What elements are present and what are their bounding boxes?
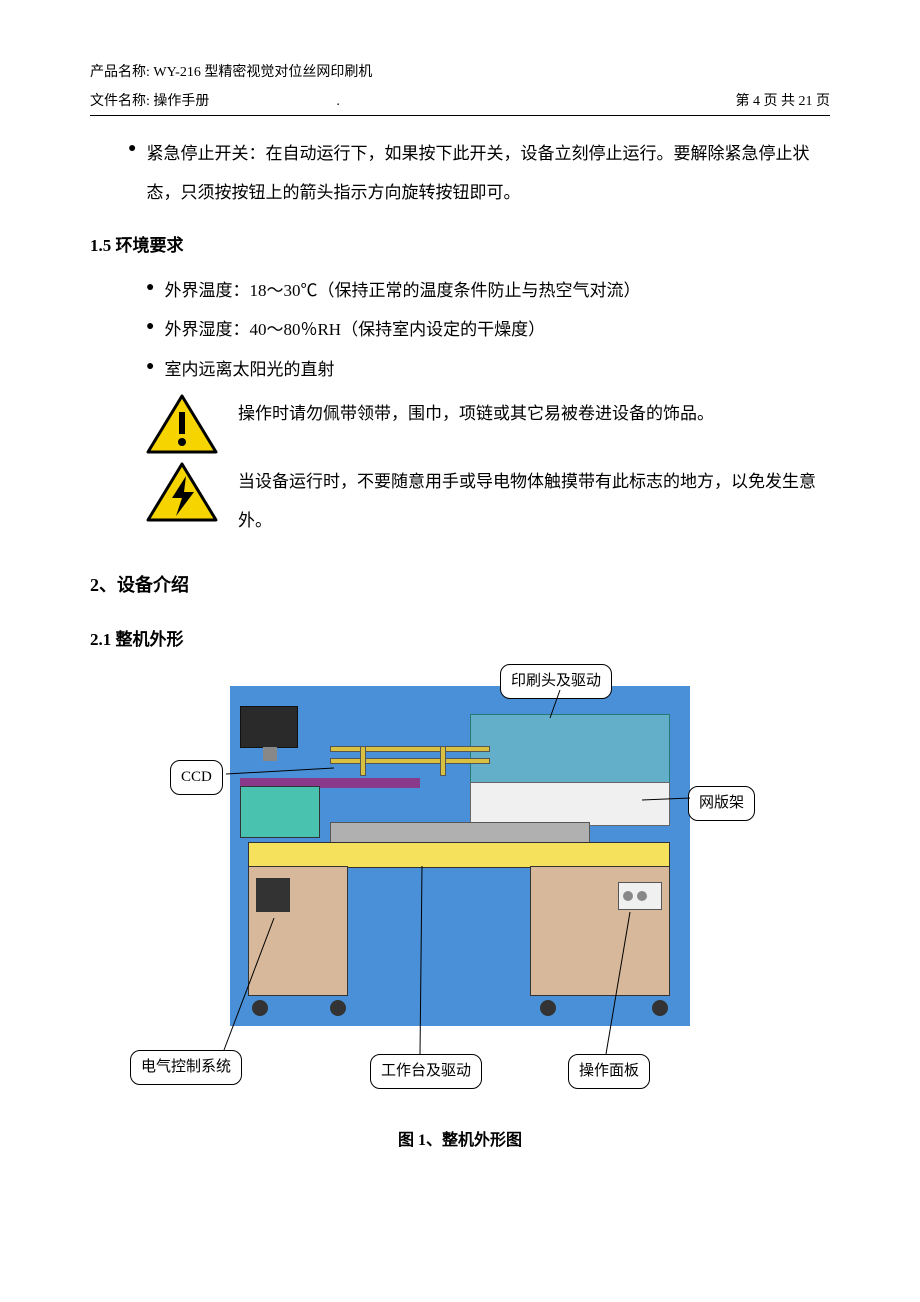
env-temp: 外界温度：18～30℃（保持正常的温度条件防止与热空气对流） — [164, 273, 830, 309]
product-label: 产品名称: — [90, 65, 150, 80]
leader-line-icon — [226, 766, 336, 786]
section-1-5-heading: 1.5 环境要求 — [90, 230, 830, 262]
file-label: 文件名称: — [90, 94, 150, 109]
callout-ccd: CCD — [170, 760, 223, 795]
bullet-icon: ● — [146, 273, 154, 309]
env-humidity: 外界湿度：40～80％RH（保持室内设定的干燥度） — [164, 312, 830, 348]
callout-panel: 操作面板 — [568, 1054, 650, 1089]
machine-top-cover-lower — [470, 782, 670, 826]
warning-entanglement: 操作时请勿佩带领带，围巾，项链或其它易被卷进设备的饰品。 — [146, 394, 830, 456]
figure-caption: 图 1、整机外形图 — [90, 1126, 830, 1156]
leader-line-icon — [220, 918, 290, 1054]
machine-frame-rods — [330, 746, 500, 780]
emergency-stop-bullet: ● 紧急停止开关：在自动运行下，如果按下此开关，设备立刻停止运行。要解除紧急停止… — [128, 134, 830, 212]
warning-electric: 当设备运行时，不要随意用手或导电物体触摸带有此标志的地方，以免发生意外。 — [146, 462, 830, 540]
section-2-heading: 2、设备介绍 — [90, 568, 830, 602]
callout-elec: 电气控制系统 — [130, 1050, 242, 1085]
leader-line-icon — [540, 690, 580, 720]
doc-header-row1: 产品名称: WY-216 型精密视觉对位丝网印刷机 — [90, 60, 830, 87]
bullet-icon: ● — [128, 134, 136, 212]
file-name: 操作手册 — [153, 94, 209, 109]
leader-line-icon — [642, 792, 692, 808]
emergency-text: 紧急停止开关：在自动运行下，如果按下此开关，设备立刻停止运行。要解除紧急停止状态… — [146, 134, 830, 212]
doc-header-row2: 文件名称: 操作手册 . 第 4 页 共 21 页 — [90, 89, 830, 116]
leader-line-icon — [408, 866, 438, 1056]
header-divider — [90, 115, 830, 116]
environment-requirements-list: ● 外界温度：18～30℃（保持正常的温度条件防止与热空气对流） ● 外界湿度：… — [146, 273, 830, 388]
callout-table: 工作台及驱动 — [370, 1054, 482, 1089]
bullet-icon: ● — [146, 312, 154, 348]
warning-electric-text: 当设备运行时，不要随意用手或导电物体触摸带有此标志的地方，以免发生意外。 — [238, 462, 830, 540]
machine-left-module — [240, 786, 320, 838]
page-info: 第 4 页 共 21 页 — [736, 89, 831, 116]
machine-control-panel — [618, 882, 662, 910]
bullet-icon: ● — [146, 352, 154, 388]
machine-left-vent — [256, 878, 290, 912]
machine-figure: 印刷头及驱动 CCD 网版架 电气控制系统 工作台及驱动 操作面板 — [180, 666, 780, 1086]
env-sunlight: 室内远离太阳光的直射 — [164, 352, 830, 388]
warning-triangle-icon — [146, 394, 218, 456]
machine-monitor — [240, 706, 298, 748]
section-2-1-heading: 2.1 整机外形 — [90, 624, 830, 656]
warning-entanglement-text: 操作时请勿佩带领带，围巾，项链或其它易被卷进设备的饰品。 — [238, 394, 830, 433]
product-name: WY-216 型精密视觉对位丝网印刷机 — [153, 65, 372, 80]
machine-middle-beam — [248, 842, 670, 868]
leader-line-icon — [600, 912, 640, 1056]
electric-hazard-icon — [146, 462, 218, 524]
machine-top-cover — [470, 714, 670, 784]
callout-frame: 网版架 — [688, 786, 755, 821]
